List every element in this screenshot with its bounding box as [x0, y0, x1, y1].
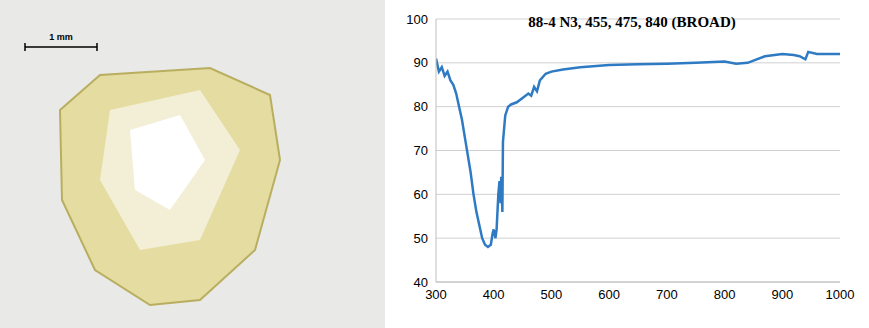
svg-text:800: 800: [714, 287, 736, 302]
svg-text:500: 500: [541, 287, 563, 302]
svg-text:70: 70: [414, 143, 428, 158]
svg-text:60: 60: [414, 187, 428, 202]
svg-text:700: 700: [656, 287, 678, 302]
svg-text:600: 600: [598, 287, 620, 302]
svg-text:400: 400: [483, 287, 505, 302]
svg-text:40: 40: [414, 275, 428, 290]
svg-text:100: 100: [406, 12, 428, 27]
svg-text:80: 80: [414, 99, 428, 114]
svg-text:50: 50: [414, 231, 428, 246]
svg-text:300: 300: [425, 287, 447, 302]
svg-text:90: 90: [414, 55, 428, 70]
svg-text:900: 900: [771, 287, 793, 302]
svg-text:1000: 1000: [826, 287, 855, 302]
html-text:88-4 N3, 455, 475, 840 (BROAD): 88-4 N3, 455, 475, 840 (BROAD): [528, 14, 736, 30]
svg-text:1 mm: 1 mm: [49, 32, 73, 42]
